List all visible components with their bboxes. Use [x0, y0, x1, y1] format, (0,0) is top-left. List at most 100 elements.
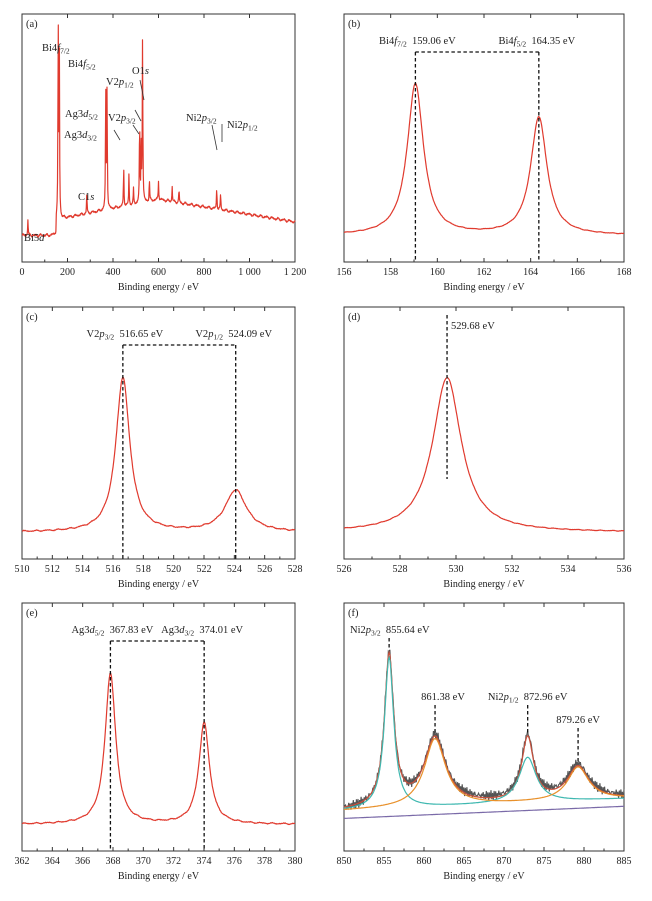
peak-label-b1: Bi4f7/2 159.06 eV	[379, 36, 456, 49]
x-tick-label: 516	[106, 564, 121, 575]
leader-line	[139, 79, 145, 101]
spectrum-line	[343, 377, 625, 532]
x-tick-label: 855	[377, 856, 392, 867]
x-tick-label: 532	[505, 564, 520, 575]
x-tick-label: 1 200	[284, 267, 307, 278]
x-tick-label: 166	[570, 267, 585, 278]
x-tick-label: 870	[497, 856, 512, 867]
leader-line	[132, 124, 140, 135]
peak-label-e2: Ag3d3/2 374.01 eV	[161, 625, 243, 638]
peak-label-v2p32: V2p3/2	[108, 113, 136, 126]
x-tick-label: 156	[337, 267, 352, 278]
x-tick-label: 850	[337, 856, 352, 867]
x-tick-label: 168	[617, 267, 632, 278]
x-axis-label: Binding energy / eV	[443, 579, 525, 590]
chart-panel-f: 850 855 860 865 870 875 880 885 Binding energy /…	[337, 602, 632, 882]
peak-label-ag3d32: Ag3d3/2	[64, 130, 97, 143]
plot-frame	[343, 602, 625, 852]
x-tick-label: 1 000	[238, 267, 261, 278]
peak-label-c2: V2p1/2 524.09 eV	[195, 329, 272, 342]
x-tick-label: 378	[257, 856, 272, 867]
x-axis-label: Binding energy / eV	[118, 579, 200, 590]
leader-line	[211, 124, 218, 151]
plot-frame	[343, 13, 625, 263]
x-tick-label: 510	[15, 564, 30, 575]
x-tick-label: 530	[449, 564, 464, 575]
x-tick-label: 875	[537, 856, 552, 867]
x-tick-label: 164	[523, 267, 538, 278]
peak-label-bi4f72: Bi4f7/2	[42, 43, 70, 56]
panel-label: (a)	[26, 19, 38, 30]
x-tick-label: 800	[197, 267, 212, 278]
x-tick-label: 162	[477, 267, 492, 278]
x-tick-label: 528	[288, 564, 303, 575]
chart-panel-e: 362 364 366 368 370 372 374 376 378 380 Binding en…	[15, 602, 303, 882]
survey-spectrum-line	[21, 24, 296, 238]
x-tick-label: 526	[337, 564, 352, 575]
raw-spectrum-line	[343, 649, 625, 811]
peak-label-f4: 879.26 eV	[556, 715, 600, 726]
x-tick-label: 885	[617, 856, 632, 867]
peak-label-bi4f52: Bi4f5/2	[68, 59, 96, 72]
peak-label-c1s: C1s	[78, 192, 94, 203]
peak-label-d1: 529.68 eV	[451, 321, 495, 332]
x-tick-label: 865	[457, 856, 472, 867]
spectrum-line	[21, 376, 296, 533]
x-axis-label: Binding energy / eV	[118, 282, 200, 293]
chart-panel-b: 156 158 160 162 164 166 168 Binding energy / eV…	[337, 13, 632, 293]
panel-label: (f)	[348, 608, 359, 619]
leader-line	[134, 109, 142, 122]
peak-label-f2: 861.38 eV	[421, 692, 465, 703]
chart-panel-c: 510 512 514 516 518 520 522 524 526 528 Binding en…	[15, 306, 303, 590]
peak-label-ni2p12: Ni2p1/2	[227, 120, 258, 133]
peak-label-b2: Bi4f5/2 164.35 eV	[498, 36, 575, 49]
x-tick-label: 380	[288, 856, 303, 867]
x-tick-label: 518	[136, 564, 151, 575]
peak-label-f3: Ni2p1/2 872.96 eV	[488, 692, 568, 705]
fit-envelope-line	[343, 650, 625, 808]
x-tick-label: 368	[106, 856, 121, 867]
fit-component-2-line	[344, 737, 624, 810]
x-tick-label: 522	[197, 564, 212, 575]
x-tick-label: 860	[417, 856, 432, 867]
x-tick-label: 528	[393, 564, 408, 575]
panel-label: (b)	[348, 19, 361, 30]
x-tick-label: 514	[75, 564, 90, 575]
x-tick-label: 158	[383, 267, 398, 278]
x-tick-label: 512	[45, 564, 60, 575]
peak-label-bi5d: Bi5d	[24, 233, 45, 244]
plot-frame	[21, 306, 296, 560]
chart-panel-d: 526 528 530 532 534 536 Binding energy / eV (d)…	[337, 306, 632, 590]
chart-panel-a: 0 200 400 600 800 1 000 1 200 Binding energy / …	[20, 13, 307, 293]
x-tick-label: 536	[617, 564, 632, 575]
x-tick-label: 374	[197, 856, 212, 867]
x-tick-label: 200	[60, 267, 75, 278]
fit-component-1-line	[343, 655, 625, 809]
peak-label-c1: V2p3/2 516.65 eV	[87, 329, 164, 342]
fit-background-line	[344, 805, 624, 819]
x-tick-label: 520	[166, 564, 181, 575]
x-tick-label: 880	[577, 856, 592, 867]
x-axis-label: Binding energy / eV	[443, 282, 525, 293]
x-tick-label: 524	[227, 564, 242, 575]
panel-label: (c)	[26, 312, 38, 323]
panel-label: (e)	[26, 608, 38, 619]
peak-label-ni2p32: Ni2p3/2	[186, 113, 217, 126]
x-tick-label: 0	[20, 267, 25, 278]
peak-label-f1: Ni2p3/2 855.64 eV	[350, 625, 430, 638]
x-tick-label: 600	[151, 267, 166, 278]
x-tick-label: 362	[15, 856, 30, 867]
x-tick-label: 370	[136, 856, 151, 867]
leader-line	[113, 129, 121, 141]
spectrum-line	[343, 82, 625, 235]
panel-label: (d)	[348, 312, 361, 323]
peak-label-o1s: O1s	[132, 66, 149, 77]
x-tick-label: 372	[166, 856, 181, 867]
peak-label-e1: Ag3d5/2 367.83 eV	[71, 625, 153, 638]
x-tick-label: 400	[106, 267, 121, 278]
peak-label-v2p12: V2p1/2	[106, 77, 134, 90]
x-tick-label: 376	[227, 856, 242, 867]
x-tick-label: 526	[257, 564, 272, 575]
spectrum-line	[21, 672, 296, 826]
